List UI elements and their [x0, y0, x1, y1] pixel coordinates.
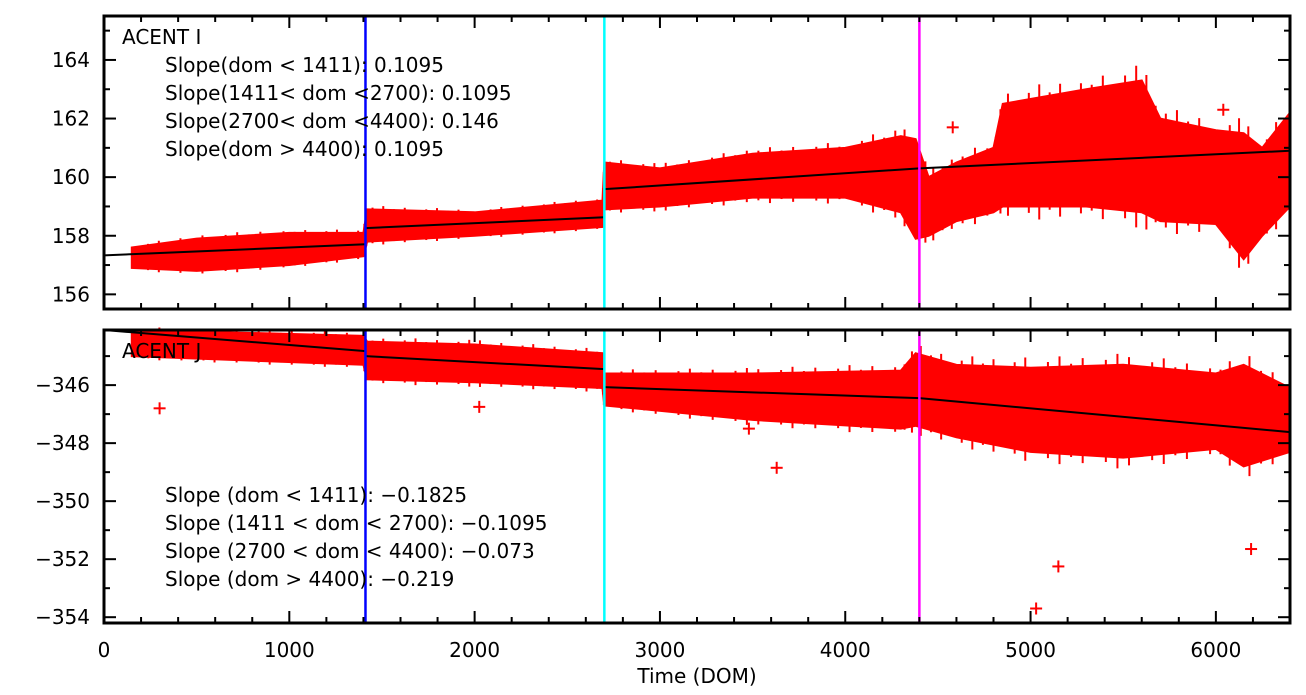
x-tick-label: 1000	[264, 638, 315, 662]
x-tick-label: 3000	[634, 638, 685, 662]
y-tick-label: 158	[52, 224, 90, 248]
x-tick-label: 5000	[1005, 638, 1056, 662]
fit-line	[104, 243, 366, 257]
slope-annotation: Slope(1411< dom <2700): 0.1095	[165, 81, 512, 105]
y-tick-label: −350	[35, 489, 90, 513]
y-tick-label: −352	[35, 547, 90, 571]
fit-line	[919, 149, 1291, 170]
y-tick-label: −348	[35, 431, 90, 455]
y-tick-label: 156	[52, 282, 90, 306]
y-tick-label: −346	[35, 373, 90, 397]
slope-annotation: Slope(dom < 1411): 0.1095	[165, 53, 444, 77]
y-tick-label: 162	[52, 107, 90, 131]
plot-area	[104, 65, 1291, 274]
x-tick-label: 2000	[449, 638, 500, 662]
x-tick-label: 4000	[820, 638, 871, 662]
slope-annotation: Slope (1411 < dom < 2700): −0.1095	[165, 511, 547, 535]
slope-annotation: Slope (2700 < dom < 4400): −0.073	[165, 539, 535, 563]
fit-line	[604, 386, 920, 400]
y-tick-label: −354	[35, 605, 90, 629]
panel-acent-j: −354 −352 −350 −348 −346 ACENT J Slope (dom < …	[35, 327, 1292, 629]
y-tick-label: 160	[52, 165, 90, 189]
x-tick-label: 0	[98, 638, 111, 662]
fit-line	[919, 397, 1291, 434]
slope-annotation: Slope(2700< dom <4400): 0.146	[165, 109, 499, 133]
fit-line	[365, 355, 605, 371]
data-band	[130, 328, 1291, 468]
slope-annotation: Slope (dom < 1411): −0.1825	[165, 483, 467, 507]
panel-title: ACENT J	[122, 339, 201, 363]
slope-annotation: Slope(dom > 4400): 0.1095	[165, 137, 444, 161]
panel-acent-i: 156 158 160 162 164 ACENT I Slope(dom < 1411):…	[52, 14, 1292, 311]
fit-line	[604, 167, 920, 191]
slope-annotation: Slope (dom > 4400): −0.219	[165, 567, 454, 591]
x-tick-label: 6000	[1190, 638, 1241, 662]
panel-title: ACENT I	[122, 25, 201, 49]
x-axis-title: Time (DOM)	[636, 664, 756, 688]
fit-line	[104, 329, 366, 353]
fit-line	[365, 216, 605, 230]
y-tick-label: 164	[52, 48, 90, 72]
